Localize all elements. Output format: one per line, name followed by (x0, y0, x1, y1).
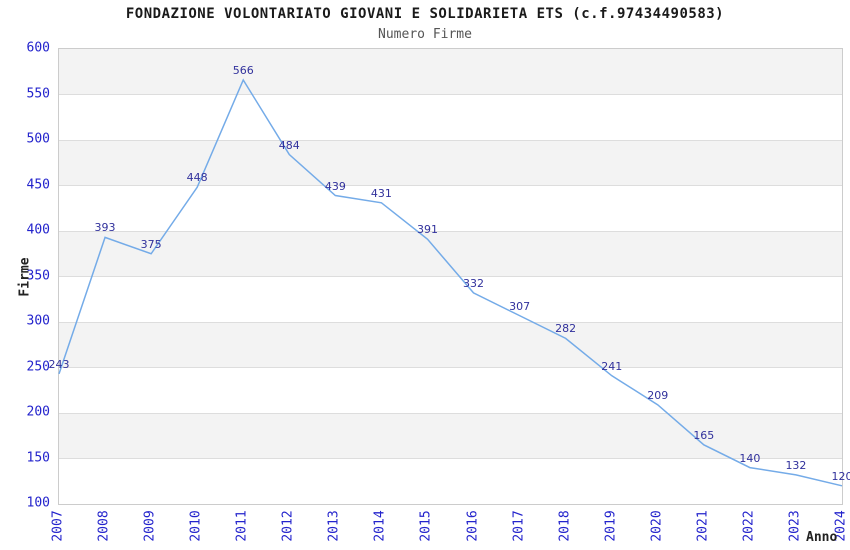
data-point-label: 566 (232, 63, 254, 77)
plot-band (59, 140, 842, 186)
plot-band (59, 413, 842, 459)
gridline (59, 321, 842, 323)
gridline (59, 230, 842, 232)
y-tick-label: 500 (26, 131, 50, 147)
chart-subtitle: Numero Firme (378, 27, 472, 42)
x-axis-title: Anno (806, 530, 838, 545)
plot-band (59, 322, 842, 368)
x-tick-label: 2016 (465, 510, 481, 542)
y-tick-label: 350 (26, 268, 50, 283)
data-point-label: 241 (601, 359, 623, 373)
x-tick-label: 2009 (142, 510, 158, 542)
data-point-label: 448 (186, 171, 208, 185)
plot-area: 243 393 375 448 566 484 439 431 391 332 307 282 241 2… (49, 48, 850, 505)
data-point-label: 391 (416, 223, 438, 237)
gridline (59, 94, 842, 95)
data-point-label: 282 (555, 322, 577, 336)
plot-band (59, 231, 842, 277)
x-tick-label: 2021 (695, 510, 711, 542)
data-point-label: 120 (831, 469, 850, 483)
data-point-label: 375 (140, 237, 162, 251)
x-tick-label: 2020 (649, 510, 665, 542)
x-tick-label: 2022 (741, 510, 757, 542)
chart-title: FONDAZIONE VOLONTARIATO GIOVANI E SOLIDA… (125, 6, 725, 22)
y-tick-label: 400 (26, 222, 50, 238)
data-point-label: 140 (739, 451, 761, 465)
x-tick-label: 2013 (326, 510, 342, 542)
x-tick-label: 2023 (787, 510, 803, 542)
data-point-label: 439 (324, 179, 346, 193)
y-tick-label: 550 (26, 86, 50, 101)
data-point-label: 165 (693, 428, 715, 442)
x-tick-label: 2017 (511, 510, 527, 542)
x-tick-label: 2007 (50, 510, 66, 542)
gridline (59, 367, 842, 368)
y-tick-label: 150 (26, 450, 50, 465)
x-tick-label: 2008 (96, 510, 112, 542)
data-point-label: 484 (278, 138, 300, 152)
data-point-label: 132 (785, 458, 807, 472)
gridline (59, 276, 842, 277)
gridline (59, 185, 842, 186)
plot-band (59, 49, 842, 95)
gridline (59, 139, 842, 141)
gridline (59, 458, 842, 459)
x-tick-label: 2018 (557, 510, 573, 542)
x-tick-label: 2010 (188, 510, 204, 542)
y-tick-label: 250 (26, 359, 50, 374)
series-line (58, 78, 843, 487)
series-line-svg (58, 78, 843, 487)
y-tick-label: 200 (26, 404, 50, 420)
x-tick-label: 2015 (418, 510, 434, 542)
data-point-label: 332 (463, 276, 485, 290)
x-tick-label: 2014 (372, 510, 388, 542)
x-tick-label: 2011 (234, 510, 250, 542)
data-point-label: 243 (48, 357, 70, 371)
y-tick-label: 100 (26, 495, 50, 511)
y-axis-title: Firme (17, 257, 33, 297)
data-point-label: 209 (647, 388, 669, 402)
x-tick-label: 2012 (280, 510, 296, 542)
data-point-label: 431 (370, 186, 392, 200)
y-tick-label: 450 (26, 177, 50, 192)
gridline (59, 412, 842, 414)
y-tick-label: 600 (26, 40, 50, 56)
data-point-label: 393 (94, 221, 116, 235)
x-tick-label: 2019 (603, 510, 619, 542)
data-point-label: 307 (509, 299, 531, 313)
y-tick-label: 300 (26, 313, 50, 329)
